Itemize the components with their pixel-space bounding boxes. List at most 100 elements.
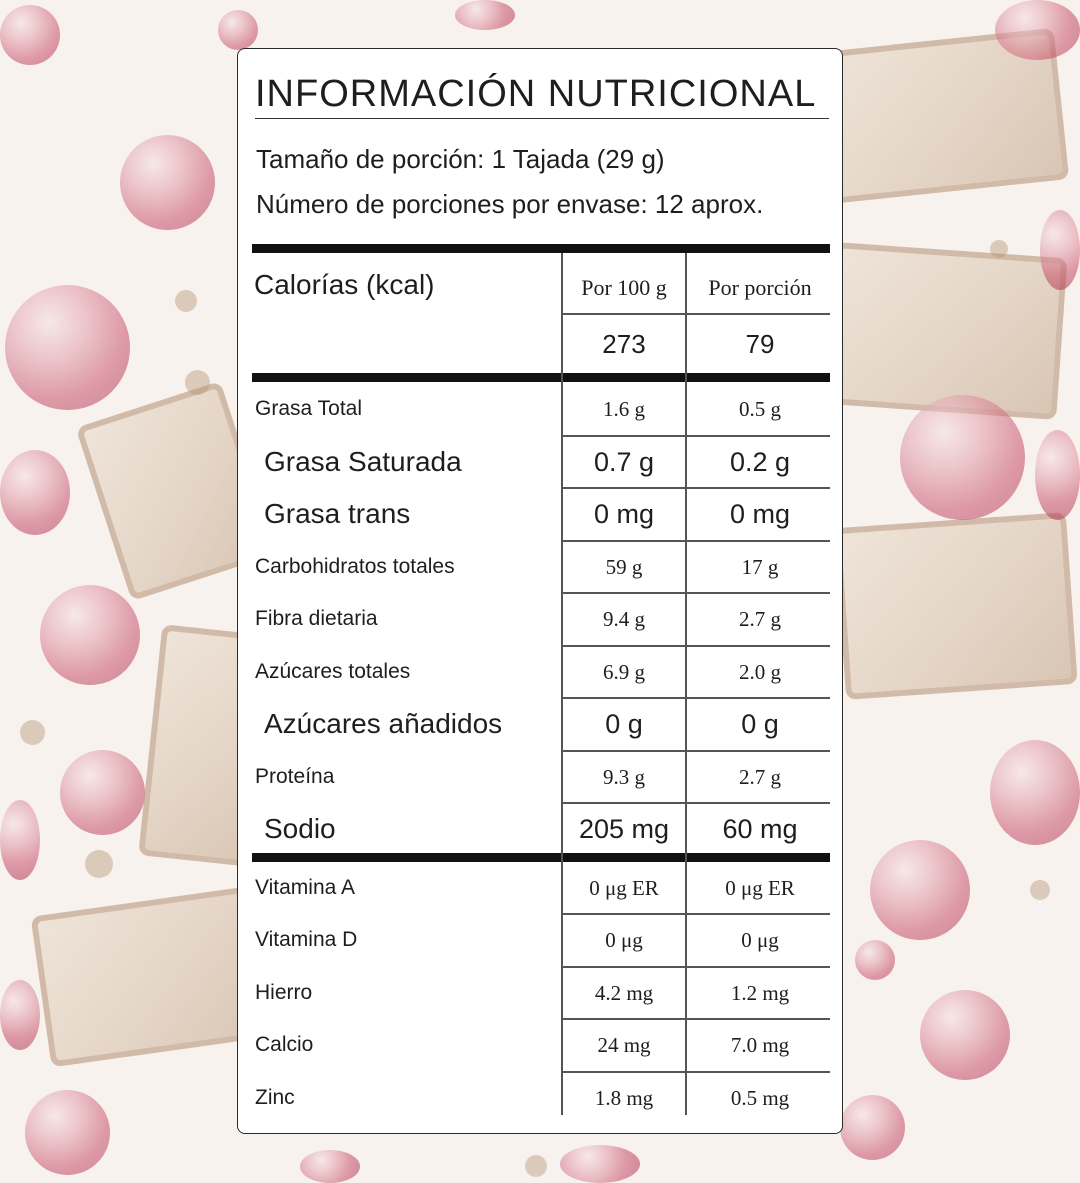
nutrient-value-per-100g: 0 μg xyxy=(605,928,643,952)
nutrient-value-per-100g: 0 g xyxy=(605,709,643,739)
nutrient-value-per-serving: 1.2 mg xyxy=(730,980,790,1005)
column-divider-2 xyxy=(685,253,687,1115)
nutrient-value-per-serving: 17 g xyxy=(741,554,779,579)
calories-per-serving: 79 xyxy=(745,329,775,359)
nutrient-value-per-100g: 205 mg xyxy=(578,814,670,844)
cranberry-image xyxy=(0,5,60,65)
nutrient-value-per-serving: 2.7 g xyxy=(739,607,781,631)
row-divider xyxy=(562,750,830,752)
nutrient-value-per-serving: 2.0 g xyxy=(739,659,781,684)
row-divider xyxy=(562,1071,830,1073)
cranberry-image xyxy=(840,1095,905,1160)
row-divider xyxy=(562,435,830,437)
nutrient-name: Carbohidratos totales xyxy=(255,554,455,578)
nutrient-name: Vitamina A xyxy=(255,875,356,899)
nutrient-value-per-100g: 6.9 g xyxy=(603,659,645,684)
cranberry-image xyxy=(0,450,70,535)
nutrient-row: Azúcares añadidos 0 g 0 g xyxy=(252,698,830,750)
cranberry-image xyxy=(218,10,258,50)
crumb-image xyxy=(185,370,210,395)
header-divider xyxy=(562,313,830,315)
row-divider xyxy=(562,540,830,542)
cranberry-image xyxy=(995,0,1080,60)
nutrient-value-per-100g: 0.7 g xyxy=(593,446,655,477)
cranberry-image xyxy=(25,1090,110,1175)
nutrient-row: Zinc 1.8 mg 0.5 mg xyxy=(252,1072,830,1124)
nutrient-value-per-100g: 1.8 mg xyxy=(594,1085,654,1110)
top-thick-divider xyxy=(252,244,830,253)
nutrient-row: Carbohidratos totales 59 g 17 g xyxy=(252,541,830,593)
nutrient-value-per-serving: 7.0 mg xyxy=(730,1033,790,1057)
nutrient-name: Vitamina D xyxy=(255,928,358,951)
row-divider xyxy=(562,697,830,699)
cranberry-image xyxy=(1035,430,1080,520)
crumb-image xyxy=(175,290,197,312)
nutrient-row: Vitamina A 0 μg ER 0 μg ER xyxy=(252,862,830,914)
nutrient-name: Azúcares añadidos xyxy=(264,708,503,739)
crumb-image xyxy=(85,850,113,878)
nutrient-value-per-100g: 4.2 mg xyxy=(594,980,654,1005)
nutrient-row: Grasa trans 0 mg 0 mg xyxy=(252,488,830,540)
cranberry-image xyxy=(40,585,140,685)
calories-thick-divider xyxy=(252,373,830,382)
bread-slice-image xyxy=(824,242,1068,420)
nutrient-value-per-100g: 9.4 g xyxy=(603,607,645,631)
nutrient-name: Zinc xyxy=(255,1085,295,1109)
sodium-thick-divider xyxy=(252,853,830,862)
nutrient-row: Grasa Total 1.6 g 0.5 g xyxy=(252,383,830,435)
nutrition-facts-label: INFORMACIÓN NUTRICIONAL Tamaño de porció… xyxy=(237,48,843,1134)
crumb-image xyxy=(525,1155,547,1177)
bread-slice-image xyxy=(834,512,1078,700)
nutrient-row: Hierro 4.2 mg 1.2 mg xyxy=(252,967,830,1019)
nutrient-row: Azúcares totales 6.9 g 2.0 g xyxy=(252,646,830,698)
cranberry-image xyxy=(1040,210,1080,290)
crumb-image xyxy=(20,720,45,745)
cranberry-image xyxy=(60,750,145,835)
nutrient-value-per-serving: 0.5 g xyxy=(739,397,781,421)
column-header-per-serving: Por porción xyxy=(708,275,812,300)
nutrient-name: Grasa Saturada xyxy=(264,445,462,477)
servings-per-container: Número de porciones por envase: 12 aprox… xyxy=(256,189,764,219)
nutrient-name: Grasa trans xyxy=(264,498,411,529)
nutrient-value-per-serving: 0.2 g xyxy=(729,446,791,477)
nutrient-name: Fibra dietaria xyxy=(255,607,378,630)
nutrient-value-per-serving: 60 mg xyxy=(722,814,798,844)
cranberry-image xyxy=(0,980,40,1050)
nutrient-name: Grasa Total xyxy=(255,397,362,420)
cranberry-image xyxy=(870,840,970,940)
cranberry-image xyxy=(300,1150,360,1183)
nutrient-row: Grasa Saturada 0.7 g 0.2 g xyxy=(252,436,830,488)
cranberry-image xyxy=(990,740,1080,845)
nutrient-value-per-100g: 0 mg xyxy=(593,499,655,529)
nutrient-name: Hierro xyxy=(255,980,313,1004)
nutrient-row: Sodio 205 mg 60 mg xyxy=(252,803,830,855)
column-divider-1 xyxy=(561,253,563,1115)
nutrient-value-per-serving: 0 mg xyxy=(729,499,791,529)
cranberry-image xyxy=(900,395,1025,520)
cranberry-image xyxy=(5,285,130,410)
nutrient-row: Proteína 9.3 g 2.7 g xyxy=(252,751,830,803)
nutrient-value-per-100g: 24 mg xyxy=(597,1033,651,1057)
nutrient-value-per-100g: 9.3 g xyxy=(603,764,645,789)
calories-per-100g: 273 xyxy=(602,329,646,359)
nutrient-name: Calcio xyxy=(255,1033,314,1056)
nutrient-row: Fibra dietaria 9.4 g 2.7 g xyxy=(252,593,830,645)
nutrient-name: Azúcares totales xyxy=(255,659,411,683)
row-divider xyxy=(562,487,830,489)
row-divider xyxy=(562,966,830,968)
nutrient-value-per-100g: 0 μg ER xyxy=(589,875,659,900)
row-divider xyxy=(562,645,830,647)
nutrient-value-per-serving: 0 μg xyxy=(741,928,779,952)
cranberry-image xyxy=(0,800,40,880)
row-divider xyxy=(562,913,830,915)
nutrient-row: Calcio 24 mg 7.0 mg xyxy=(252,1019,830,1071)
crumb-image xyxy=(1030,880,1050,900)
cranberry-image xyxy=(920,990,1010,1080)
nutrient-value-per-serving: 0 g xyxy=(741,709,779,739)
nutrient-value-per-serving: 0.5 mg xyxy=(730,1085,790,1110)
nutrient-row: Vitamina D 0 μg 0 μg xyxy=(252,914,830,966)
nutrient-value-per-100g: 59 g xyxy=(605,554,643,579)
row-divider xyxy=(562,802,830,804)
cranberry-image xyxy=(560,1145,640,1183)
